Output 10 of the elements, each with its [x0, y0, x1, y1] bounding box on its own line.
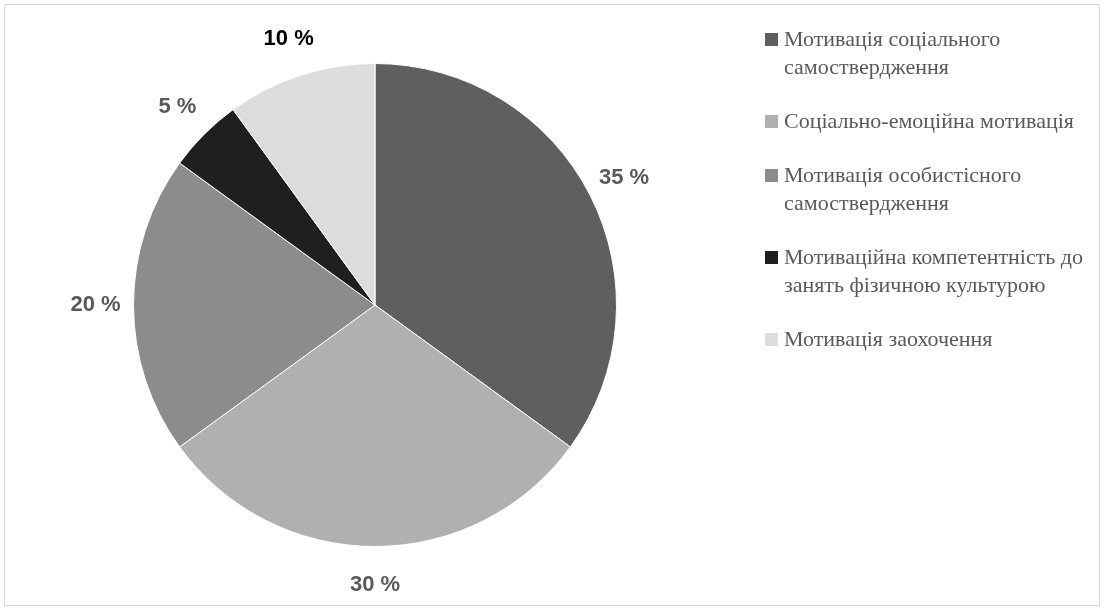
legend-label: Мотиваційна компетентність до занять фізичною культурою: [784, 243, 1085, 299]
data-label: 5 %: [158, 93, 197, 119]
data-label: 20 %: [70, 291, 121, 317]
legend-label: Мотивація заохочення: [784, 325, 993, 353]
data-label: 35 %: [598, 164, 650, 190]
legend-label: Мотивація особистісного самоствердження: [784, 161, 1023, 217]
data-label: 10 %: [263, 25, 314, 51]
data-label: 30 %: [349, 570, 401, 596]
legend-label: Соціально-емоційна мотивація: [784, 107, 1074, 135]
legend-label: Мотивація соціального самоствердження: [784, 25, 1002, 81]
